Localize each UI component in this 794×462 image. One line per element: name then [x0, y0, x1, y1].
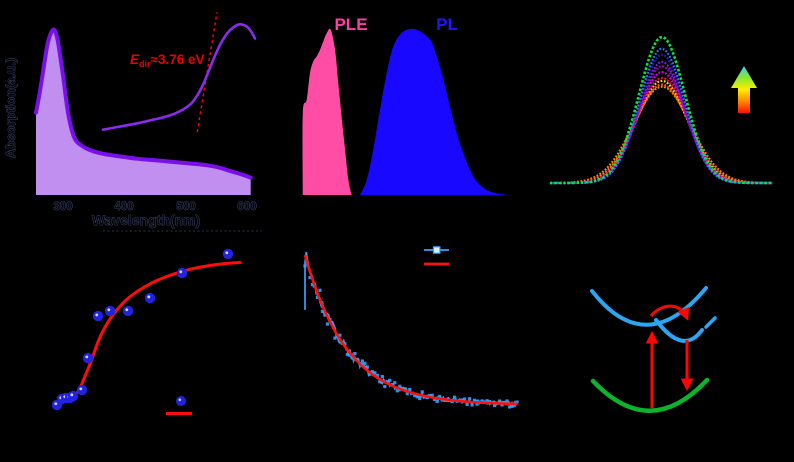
intensity-legend — [166, 396, 192, 415]
decay-curves — [303, 251, 519, 409]
panel-pl-decay — [303, 246, 519, 409]
absorption-x-tick-labels: 300 400 500 600 — [53, 201, 257, 214]
panel-intensity-vs-temperature — [51, 230, 262, 415]
tauc-curve — [101, 12, 257, 133]
config-curves — [590, 286, 717, 413]
bandgap-annotation: Edir≈3.76 eV — [130, 52, 204, 69]
intensity-fit-curve — [72, 261, 242, 397]
tick-400: 400 — [114, 201, 133, 213]
config-arrows — [645, 304, 694, 408]
relaxation-arrow — [649, 304, 689, 321]
bandgap-value: ≈3.76 eV — [151, 52, 205, 67]
temperature-pl-curves — [549, 35, 773, 185]
panel-configuration-diagram — [590, 286, 717, 413]
tick-300: 300 — [53, 201, 72, 213]
decay-legend — [424, 246, 449, 266]
tick-600: 600 — [237, 201, 256, 213]
temperature-increase-arrow-icon — [731, 66, 757, 113]
intensity-scatter — [51, 248, 234, 411]
bandgap-subscript: dir — [139, 59, 151, 69]
ple-label: PLE — [334, 15, 367, 34]
panel-ple-pl: PLE PL — [302, 15, 507, 196]
ple-pl-curves — [302, 28, 507, 196]
absorption-curve — [34, 27, 253, 196]
absorption-y-axis-label: Absorption(a.u.) — [3, 58, 18, 158]
panel-temperature-pl — [549, 35, 773, 185]
absorption-x-axis-label: Wavelength(nm) — [92, 212, 200, 228]
tauc-inset: Edir≈3.76 eV — [101, 12, 257, 133]
bandgap-symbol: E — [130, 52, 140, 67]
panel-absorption: Absorption(a.u.) Wavelength(nm) 300 400 … — [3, 12, 257, 228]
pl-label: PL — [436, 15, 458, 34]
tick-500: 500 — [176, 201, 195, 213]
